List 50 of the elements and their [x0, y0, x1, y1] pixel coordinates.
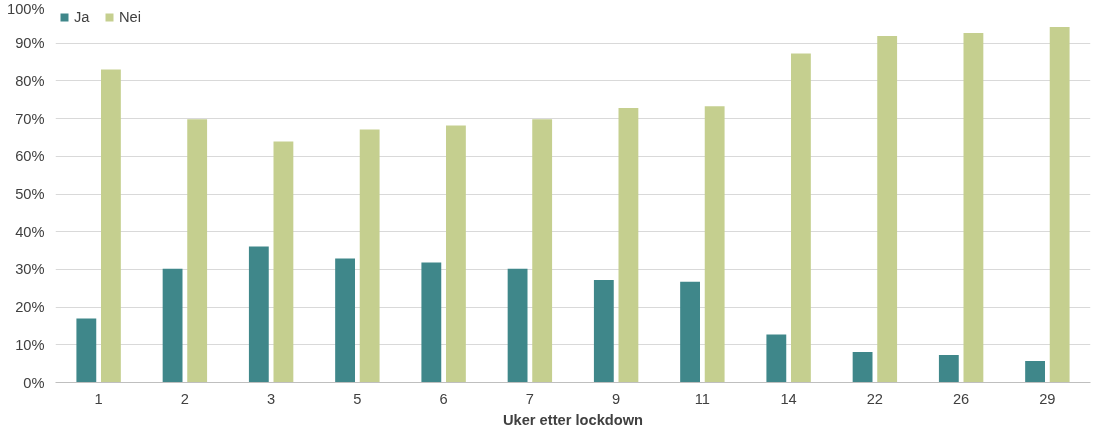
y-tick-label: 80%	[15, 72, 45, 89]
bar	[162, 268, 183, 383]
bar	[421, 262, 442, 383]
y-tick-label: 90%	[15, 35, 45, 52]
legend-label: Ja	[74, 9, 91, 25]
x-tick-label: 3	[267, 390, 276, 407]
bar	[618, 108, 639, 383]
x-tick-label: 14	[780, 390, 797, 407]
x-tick-label: 22	[866, 390, 884, 407]
bar	[1049, 26, 1070, 383]
bar	[248, 246, 269, 383]
bar	[938, 354, 959, 383]
bar	[791, 53, 811, 383]
bar	[101, 69, 121, 383]
bar	[1025, 361, 1045, 383]
bar	[532, 119, 553, 383]
x-tick-label: 6	[439, 390, 448, 407]
bar	[446, 125, 466, 383]
y-tick-label: 30%	[15, 261, 45, 278]
bar	[852, 351, 873, 383]
x-tick-label: 7	[525, 390, 534, 407]
bar	[766, 334, 787, 383]
bar	[76, 318, 97, 383]
y-tick-label: 70%	[15, 110, 45, 127]
x-axis-title: Uker etter lockdown	[502, 411, 644, 428]
bar	[704, 106, 725, 383]
bar	[963, 33, 984, 383]
x-tick-label: 9	[612, 390, 621, 407]
bar	[593, 279, 614, 383]
y-tick-label: 60%	[15, 148, 45, 165]
legend-label: Nei	[119, 9, 141, 25]
x-tick-label: 1	[94, 390, 103, 407]
bar	[359, 129, 380, 383]
bar	[335, 258, 355, 383]
x-tick-label: 11	[694, 390, 710, 407]
y-tick-label: 0%	[23, 374, 45, 391]
x-tick-label: 2	[180, 390, 189, 407]
y-tick-label: 20%	[15, 299, 45, 316]
bar	[187, 119, 208, 383]
y-tick-label: 100%	[7, 0, 45, 17]
y-tick-label: 10%	[15, 336, 45, 353]
bar	[507, 268, 528, 383]
y-tick-label: 40%	[15, 223, 45, 240]
x-tick-label: 29	[1039, 390, 1056, 407]
x-tick-label: 5	[353, 390, 362, 407]
bar	[877, 36, 898, 383]
bar	[273, 141, 294, 383]
x-tick-label: 26	[952, 390, 970, 407]
y-tick-label: 50%	[15, 186, 45, 202]
bar	[680, 281, 700, 383]
